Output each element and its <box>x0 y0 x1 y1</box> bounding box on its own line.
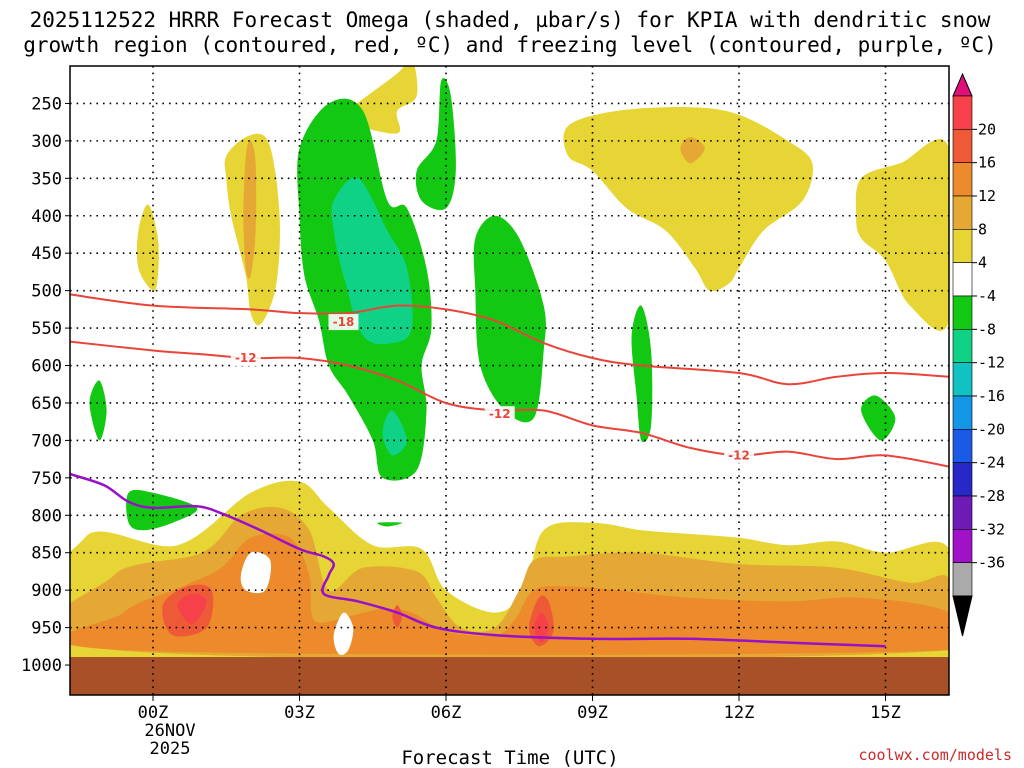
y-tick-label-1000: 1000 <box>21 656 62 676</box>
y-tick-label-650: 650 <box>31 394 62 414</box>
dgz-contour-label-2: -12 <box>489 407 511 421</box>
omega-region-0-0 <box>240 551 272 594</box>
omega-region-4-2 <box>563 107 813 292</box>
y-tick-label-350: 350 <box>31 169 62 189</box>
freezing-level-line <box>70 472 886 648</box>
colorbar-swatch-13 <box>952 529 973 563</box>
omega-region-20-0 <box>177 593 207 624</box>
omega-region-4-5 <box>136 204 159 291</box>
x-tick-label-00Z: 00Z <box>138 703 169 723</box>
colorbar-label-6: -8 <box>978 320 996 338</box>
date-label-day: 26NOV <box>144 721 195 741</box>
omega-region-neg4-5 <box>861 395 896 441</box>
dgz-contour-label-bg-2 <box>484 406 515 423</box>
y-tick-label-900: 900 <box>31 581 62 601</box>
omega-region-neg4-4 <box>89 380 107 441</box>
colorbar-label-8: -16 <box>978 387 1005 405</box>
credit-text: coolwx.com/models <box>858 746 1012 764</box>
y-tick-label-450: 450 <box>31 244 62 264</box>
x-tick-label-09Z: 09Z <box>577 703 608 723</box>
dgz-contour-label-bg-3 <box>724 447 755 464</box>
colorbar-label-10: -24 <box>978 454 1005 472</box>
dgz-contour-labels: -18 -12 -12 -12 <box>230 314 755 464</box>
y-tick-label-250: 250 <box>31 94 62 114</box>
y-tick-label-300: 300 <box>31 132 62 152</box>
date-label-year: 2025 <box>150 739 191 759</box>
dgz-contour-label-1: -12 <box>235 351 257 365</box>
colorbar-swatch-6 <box>952 295 973 330</box>
omega-region-0-1 <box>333 612 354 655</box>
plot-frame <box>69 65 950 696</box>
x-tick-label-15Z: 15Z <box>870 703 901 723</box>
omega-region-12-0 <box>70 533 949 655</box>
colorbar-swatch-1 <box>952 129 973 163</box>
chart-title-line1: 2025112522 HRRR Forecast Omega (shaded, … <box>30 8 991 32</box>
colorbar-legend: 20 16 12 8 4 -4 -8 -12 -16 -20 -24 -28 -32 -36 <box>952 72 1005 637</box>
omega-region-4-3 <box>855 139 949 331</box>
omega-region-neg4-1 <box>415 78 456 211</box>
gridlines <box>70 66 949 695</box>
colorbar-label-12: -32 <box>978 520 1005 538</box>
colorbar-label-11: -28 <box>978 487 1005 505</box>
y-tick-label-550: 550 <box>31 319 62 339</box>
dgz-contour-label-bg-0 <box>328 314 359 331</box>
omega-region-neg4-6 <box>126 489 198 531</box>
colorbar-label-9: -20 <box>978 420 1005 438</box>
y-tick-label-850: 850 <box>31 544 62 564</box>
freezing-level-contour <box>70 472 886 648</box>
y-tick-label-750: 750 <box>31 469 62 489</box>
dgz-contour-line-0 <box>70 293 949 386</box>
omega-region-neg4-3 <box>631 305 653 443</box>
y-tick-label-800: 800 <box>31 506 62 526</box>
colorbar-label-2: 12 <box>978 187 996 205</box>
dgz-contour-label-0: -18 <box>333 315 355 329</box>
below-ground-region <box>70 657 949 695</box>
colorbar-swatch-2 <box>952 162 973 197</box>
colorbar-swatch-14 <box>952 562 973 597</box>
colorbar-swatch-5 <box>952 262 973 297</box>
colorbar-label-1: 16 <box>978 154 996 172</box>
omega-region-20-1 <box>533 612 549 643</box>
chart-title-line2: growth region (contoured, red, ºC) and f… <box>23 33 997 57</box>
omega-region-neg4-7 <box>377 522 403 527</box>
y-tick-label-950: 950 <box>31 619 62 639</box>
omega-region-8-2 <box>680 137 705 164</box>
colorbar-label-5: -4 <box>978 287 996 305</box>
x-tick-label-12Z: 12Z <box>724 703 755 723</box>
colorbar-swatch-7 <box>952 329 973 363</box>
colorbar-swatch-10 <box>952 429 973 463</box>
x-axis-ticks: 00Z 03Z 06Z 09Z 12Z 15Z <box>138 695 901 723</box>
y-tick-label-400: 400 <box>31 207 62 227</box>
y-axis-ticks: 250 300 350 400 450 500 550 600 650 700 750 800 850 9… <box>21 94 70 676</box>
x-tick-label-06Z: 06Z <box>431 703 462 723</box>
colorbar-swatch-11 <box>952 462 973 497</box>
dgz-contour-label-bg-1 <box>230 350 261 367</box>
omega-region-neg8-1 <box>382 410 407 456</box>
y-tick-label-700: 700 <box>31 431 62 451</box>
colorbar-swatch-4 <box>952 229 973 263</box>
colorbar-swatch-12 <box>952 495 973 530</box>
colorbar-swatch-3 <box>952 195 973 230</box>
omega-region-8-1 <box>243 140 257 279</box>
colorbar-swatch-9 <box>952 395 973 430</box>
colorbar-top-arrow <box>952 72 973 97</box>
omega-region-neg8-0 <box>331 177 413 345</box>
omega-region-neg4-2 <box>473 215 546 423</box>
colorbar-label-0: 20 <box>978 120 996 138</box>
y-tick-label-600: 600 <box>31 357 62 377</box>
omega-shading-layer <box>70 66 949 681</box>
y-tick-label-500: 500 <box>31 282 62 302</box>
colorbar-label-13: -36 <box>978 554 1005 572</box>
plot-area: -18 -12 -12 -12 <box>69 65 950 696</box>
colorbar-swatch-8 <box>952 362 973 397</box>
colorbar-label-4: 4 <box>978 254 987 272</box>
colorbar-swatch-0 <box>952 95 973 130</box>
x-axis-title: Forecast Time (UTC) <box>401 747 618 768</box>
colorbar-label-7: -12 <box>978 354 1005 372</box>
dgz-contour-label-3: -12 <box>728 448 750 462</box>
colorbar-label-3: 8 <box>978 220 987 238</box>
colorbar-bottom-arrow <box>952 595 973 637</box>
x-tick-label-03Z: 03Z <box>284 703 315 723</box>
